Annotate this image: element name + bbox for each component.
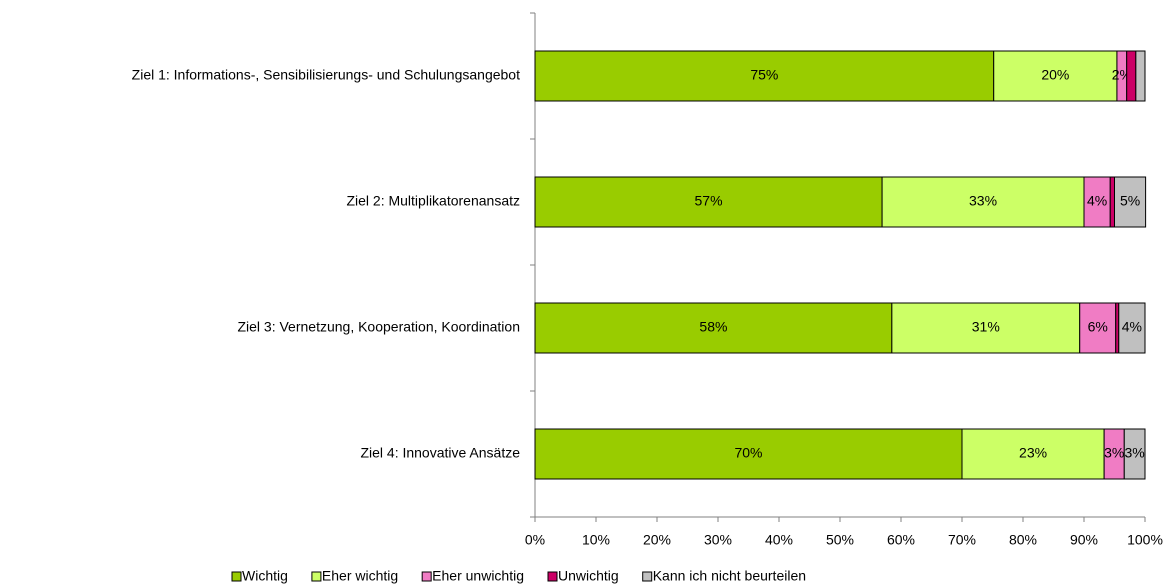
x-tick-label: 30% — [704, 532, 732, 548]
x-tick-label: 80% — [1009, 532, 1037, 548]
bar-segment — [534, 428, 963, 480]
bar-segment — [1118, 302, 1146, 354]
legend-swatch — [421, 571, 432, 582]
x-tick-label: 40% — [765, 532, 793, 548]
data-label: 6% — [1088, 319, 1108, 335]
legend-label: Eher unwichtig — [432, 568, 524, 584]
legend-label: Wichtig — [242, 568, 288, 584]
data-label: 3% — [1104, 445, 1124, 461]
bar-segment — [1123, 428, 1146, 480]
x-tick-label: 90% — [1070, 532, 1098, 548]
data-label: 75% — [750, 67, 778, 83]
legend-swatch — [642, 571, 653, 582]
data-label: 20% — [1041, 67, 1069, 83]
data-label: 31% — [972, 319, 1000, 335]
bar-segment — [1135, 50, 1146, 102]
x-tick-label: 10% — [582, 532, 610, 548]
data-label: 5% — [1120, 193, 1140, 209]
legend-label: Eher wichtig — [322, 568, 398, 584]
data-label: 33% — [969, 193, 997, 209]
category-label: Ziel 2: Multiplikatorenansatz — [346, 193, 520, 209]
data-label: 58% — [699, 319, 727, 335]
legend-label: Kann ich nicht beurteilen — [653, 568, 806, 584]
bar-segment — [1114, 176, 1147, 228]
bar-segment — [1079, 302, 1117, 354]
bar-segment — [1126, 50, 1137, 102]
data-label: 70% — [734, 445, 762, 461]
data-label: 23% — [1019, 445, 1047, 461]
x-tick-label: 100% — [1127, 532, 1163, 548]
legend-swatch — [231, 571, 242, 582]
category-label: Ziel 3: Vernetzung, Kooperation, Koordin… — [237, 319, 520, 335]
category-label: Ziel 1: Informations-, Sensibilisierungs… — [132, 67, 520, 83]
legend-swatch — [547, 571, 558, 582]
x-tick-label: 60% — [887, 532, 915, 548]
bar-segment — [534, 50, 995, 102]
bar-segment — [534, 302, 893, 354]
bar-segment — [891, 302, 1081, 354]
data-label: 57% — [695, 193, 723, 209]
bar-segment — [1109, 176, 1115, 228]
legend-swatch — [311, 571, 322, 582]
category-label: Ziel 4: Innovative Ansätze — [360, 445, 520, 461]
legend-label: Unwichtig — [558, 568, 619, 584]
bar-segment — [993, 50, 1118, 102]
x-tick-label: 20% — [643, 532, 671, 548]
data-label: 4% — [1122, 319, 1142, 335]
x-tick-label: 70% — [948, 532, 976, 548]
x-tick-label: 0% — [525, 532, 545, 548]
data-label: 4% — [1087, 193, 1107, 209]
x-tick-label: 50% — [826, 532, 854, 548]
bar-segment — [961, 428, 1105, 480]
data-label: 3% — [1125, 445, 1145, 461]
